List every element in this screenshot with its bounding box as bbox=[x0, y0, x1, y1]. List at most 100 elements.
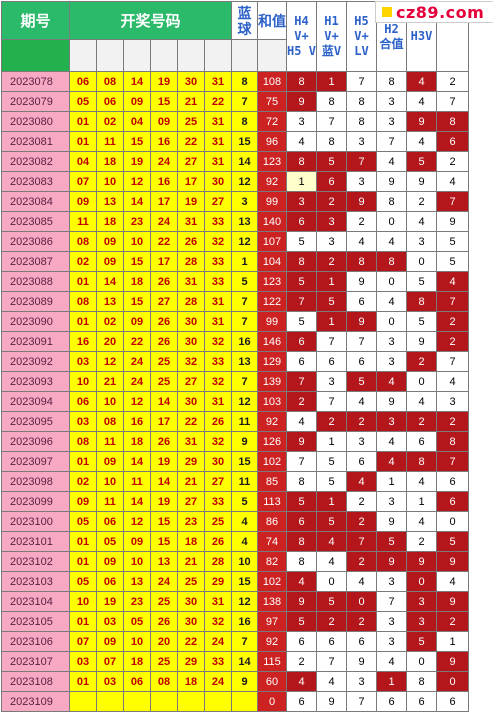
stat-cell: 7 bbox=[286, 451, 317, 472]
stat-cell: 6 bbox=[406, 431, 437, 452]
red-ball-cell: 01 bbox=[69, 131, 97, 152]
red-ball-cell: 16 bbox=[150, 171, 178, 192]
stat-cell: 8 bbox=[286, 551, 317, 572]
table-row: 2023080 01 02 04 09 25 31 8 72 3 7 8 3 9 8 bbox=[1, 111, 469, 132]
red-ball-cell: 23 bbox=[177, 511, 205, 532]
filter-period-cell[interactable] bbox=[1, 39, 70, 72]
stat-cell: 9 bbox=[346, 271, 377, 292]
stat-cell: 6 bbox=[376, 691, 407, 712]
red-ball-cell: 24 bbox=[150, 571, 178, 592]
red-ball-cell: 31 bbox=[204, 131, 232, 152]
stat-col-header-3: H5 V+ LV bbox=[346, 1, 377, 72]
period-cell: 2023082 bbox=[1, 151, 70, 172]
stat-cell: 1 bbox=[316, 491, 347, 512]
stat-cell: 5 bbox=[406, 311, 437, 332]
red-ball-cell: 03 bbox=[69, 411, 97, 432]
sum-value-cell: 97 bbox=[257, 611, 287, 632]
stat-cell: 9 bbox=[436, 211, 469, 232]
red-ball-cell: 01 bbox=[69, 611, 97, 632]
period-cell: 2023093 bbox=[1, 371, 70, 392]
stat-cell: 3 bbox=[376, 631, 407, 652]
stat-cell: 4 bbox=[376, 151, 407, 172]
site-logo[interactable]: cz89.com bbox=[375, 1, 493, 23]
stat-cell: 4 bbox=[316, 551, 347, 572]
sum-value-cell: 0 bbox=[257, 691, 287, 712]
red-ball-cell bbox=[96, 691, 124, 712]
filter-cell[interactable] bbox=[231, 39, 258, 72]
stat-cell: 2 bbox=[436, 311, 469, 332]
red-ball-cell: 09 bbox=[96, 451, 124, 472]
stat-cell: 4 bbox=[376, 291, 407, 312]
filter-cell[interactable] bbox=[204, 39, 232, 72]
red-ball-cell: 13 bbox=[96, 291, 124, 312]
draw-numbers-header: 开奖号码 bbox=[69, 1, 232, 40]
red-ball-cell: 23 bbox=[123, 211, 151, 232]
stat-cell: 6 bbox=[316, 631, 347, 652]
red-ball-cell: 06 bbox=[123, 671, 151, 692]
filter-cell[interactable] bbox=[96, 39, 124, 72]
table-row: 2023102 01 09 10 13 21 28 10 82 8 4 2 9 9 9 bbox=[1, 551, 469, 572]
stat-cell: 9 bbox=[436, 651, 469, 672]
period-cell: 2023102 bbox=[1, 551, 70, 572]
red-ball-cell: 06 bbox=[96, 91, 124, 112]
stat-cell: 5 bbox=[436, 231, 469, 252]
blue-ball-cell: 15 bbox=[231, 451, 258, 472]
stat-cell: 6 bbox=[286, 511, 317, 532]
stat-cell: 3 bbox=[346, 171, 377, 192]
blue-ball-cell: 15 bbox=[231, 131, 258, 152]
red-ball-cell: 10 bbox=[69, 371, 97, 392]
stat-cell: 8 bbox=[316, 131, 347, 152]
stat-cell: 2 bbox=[316, 611, 347, 632]
sum-value-cell: 138 bbox=[257, 591, 287, 612]
stat-cell: 8 bbox=[346, 91, 377, 112]
stat-cell: 5 bbox=[286, 311, 317, 332]
red-ball-cell: 31 bbox=[204, 311, 232, 332]
red-ball-cell: 09 bbox=[123, 531, 151, 552]
stat-cell: 7 bbox=[346, 71, 377, 92]
red-ball-cell: 24 bbox=[150, 211, 178, 232]
red-ball-cell: 03 bbox=[69, 651, 97, 672]
red-ball-cell: 26 bbox=[150, 611, 178, 632]
table-row: 2023091 16 20 22 26 30 32 16 146 6 7 7 3 9 2 bbox=[1, 331, 469, 352]
red-ball-cell: 31 bbox=[204, 391, 232, 412]
filter-cell[interactable] bbox=[123, 39, 151, 72]
blue-ball-cell: 7 bbox=[231, 631, 258, 652]
period-cell: 2023091 bbox=[1, 331, 70, 352]
red-ball-cell: 31 bbox=[177, 211, 205, 232]
filter-cell[interactable] bbox=[177, 39, 205, 72]
filter-cell[interactable] bbox=[257, 39, 287, 72]
stat-cell: 4 bbox=[406, 211, 437, 232]
table-row: 2023109 0 6 9 7 6 6 6 bbox=[1, 691, 469, 712]
sum-value-header: 和值 bbox=[257, 1, 287, 40]
red-ball-cell: 12 bbox=[123, 391, 151, 412]
stat-cell: 3 bbox=[406, 231, 437, 252]
blue-ball-cell: 5 bbox=[231, 491, 258, 512]
red-ball-cell: 14 bbox=[123, 451, 151, 472]
period-cell: 2023105 bbox=[1, 611, 70, 632]
red-ball-cell: 19 bbox=[150, 71, 178, 92]
red-ball-cell: 05 bbox=[69, 571, 97, 592]
stat-cell: 9 bbox=[346, 311, 377, 332]
sum-value-cell: 92 bbox=[257, 411, 287, 432]
blue-ball-cell: 3 bbox=[231, 191, 258, 212]
filter-cell[interactable] bbox=[150, 39, 178, 72]
red-ball-cell: 29 bbox=[204, 571, 232, 592]
stat-cell: 9 bbox=[436, 551, 469, 572]
red-ball-cell: 09 bbox=[96, 231, 124, 252]
stat-cell: 5 bbox=[316, 471, 347, 492]
period-cell: 2023089 bbox=[1, 291, 70, 312]
red-ball-cell bbox=[177, 691, 205, 712]
red-ball-cell: 03 bbox=[96, 671, 124, 692]
stat-cell: 8 bbox=[286, 471, 317, 492]
filter-cell[interactable] bbox=[69, 39, 97, 72]
red-ball-cell: 30 bbox=[204, 171, 232, 192]
red-ball-cell: 14 bbox=[123, 191, 151, 212]
red-ball-cell: 01 bbox=[69, 551, 97, 572]
sum-value-cell: 123 bbox=[257, 271, 287, 292]
red-ball-cell: 22 bbox=[123, 331, 151, 352]
red-ball-cell bbox=[204, 691, 232, 712]
stat-cell: 9 bbox=[316, 691, 347, 712]
table-row: 2023108 01 03 06 08 18 24 9 60 4 4 3 1 8 0 bbox=[1, 671, 469, 692]
stat-cell: 1 bbox=[436, 631, 469, 652]
red-ball-cell: 22 bbox=[150, 231, 178, 252]
